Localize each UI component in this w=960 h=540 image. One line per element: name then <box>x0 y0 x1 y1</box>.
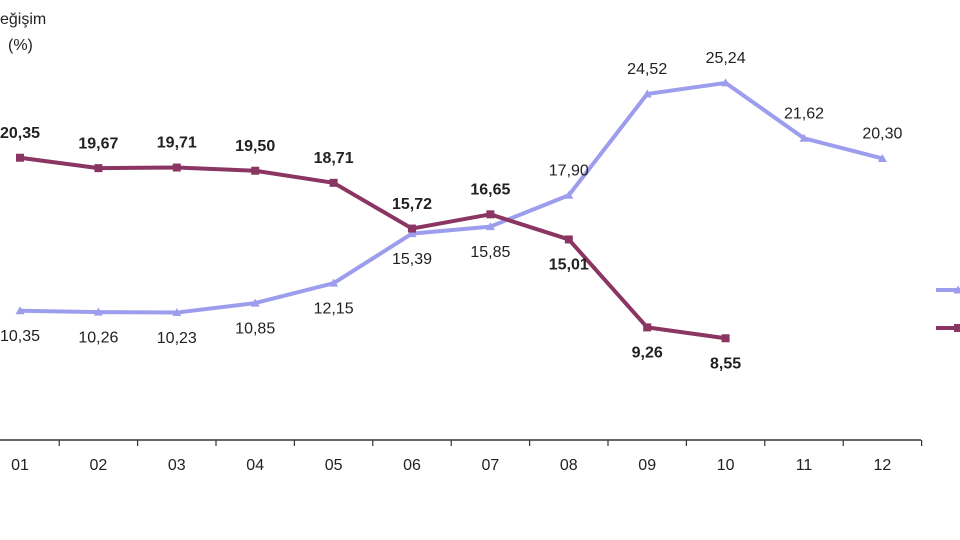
value-label: 20,30 <box>862 126 902 143</box>
value-label: 10,85 <box>235 320 275 337</box>
point <box>172 163 181 172</box>
value-label: 19,71 <box>157 135 197 152</box>
point <box>93 307 103 316</box>
point <box>94 164 103 173</box>
value-label: 16,65 <box>470 182 510 199</box>
y-axis-label: (%) <box>8 37 33 54</box>
point <box>329 278 339 287</box>
point <box>485 222 495 231</box>
point <box>721 78 731 87</box>
value-label: 25,24 <box>706 50 746 67</box>
point <box>15 306 25 315</box>
value-label: 19,50 <box>235 138 275 155</box>
value-label: 24,52 <box>627 61 667 78</box>
value-label: 10,35 <box>0 328 40 345</box>
value-label: 12,15 <box>314 300 354 317</box>
y-axis-label: eğişim <box>0 11 46 28</box>
point <box>486 210 495 219</box>
x-tick-label: 12 <box>874 457 892 474</box>
value-label: 21,62 <box>784 106 824 123</box>
value-label: 8,55 <box>710 355 741 372</box>
x-tick-label: 09 <box>638 457 656 474</box>
point <box>954 324 960 332</box>
value-label: 15,72 <box>392 196 432 213</box>
value-label: 18,71 <box>314 150 354 167</box>
point <box>721 334 730 343</box>
value-label: 17,90 <box>549 162 589 179</box>
x-tick-label: 05 <box>325 457 343 474</box>
value-label: 9,26 <box>632 345 663 362</box>
x-tick-label: 04 <box>246 457 264 474</box>
x-tick-label: 11 <box>796 457 813 474</box>
x-tick-label: 02 <box>90 457 108 474</box>
value-label: 10,23 <box>157 330 197 347</box>
x-tick-label: 06 <box>403 457 421 474</box>
point <box>799 133 809 142</box>
point <box>643 323 652 332</box>
value-label: 15,01 <box>549 257 589 274</box>
point <box>16 153 24 162</box>
x-tick-label: 03 <box>168 457 186 474</box>
point <box>251 166 260 175</box>
value-label: 10,26 <box>78 329 118 346</box>
value-label: 19,67 <box>78 135 118 152</box>
x-tick-label: 07 <box>482 457 500 474</box>
point <box>877 153 887 162</box>
point <box>642 89 652 98</box>
point <box>407 229 417 238</box>
point <box>564 235 573 244</box>
point <box>329 178 338 187</box>
x-tick-label: 08 <box>560 457 578 474</box>
point <box>408 224 416 233</box>
value-label: 15,39 <box>392 251 432 268</box>
value-label: 20,35 <box>0 125 40 142</box>
point <box>564 190 574 199</box>
point <box>953 285 960 294</box>
x-tick-label: 01 <box>11 457 29 474</box>
series-line <box>19 155 726 341</box>
value-label: 15,85 <box>470 244 510 261</box>
series-line <box>19 80 883 315</box>
point <box>250 298 260 307</box>
x-tick-label: 10 <box>717 457 735 474</box>
point <box>172 308 182 317</box>
